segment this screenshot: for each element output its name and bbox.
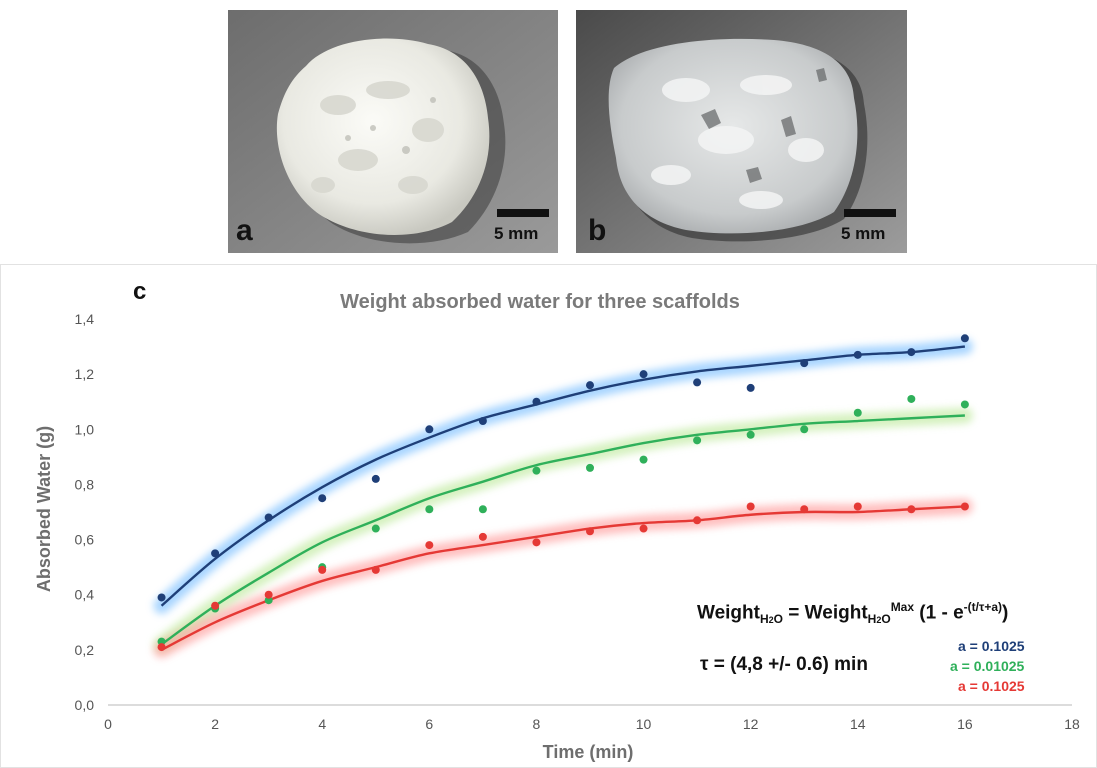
chart-panel-c: 0 2 4 6 8 10 12 14 16 18 0,0 0,2 0,4 0,6 0,8 1,0 1,2 1,4 … (0, 264, 1097, 768)
y-tick-label: 1,4 (75, 311, 95, 327)
scaffold-photo-a (228, 10, 558, 253)
data-point-2 (264, 590, 273, 599)
param-a-red: a = 0.1025 (958, 678, 1025, 694)
data-point-2 (907, 505, 916, 514)
scale-label-a: 5 mm (494, 224, 539, 243)
data-point-2 (693, 516, 702, 525)
data-point-2 (371, 565, 380, 574)
data-point-0 (532, 397, 541, 406)
data-point-1 (639, 455, 648, 464)
data-point-0 (211, 549, 220, 558)
data-point-0 (639, 370, 648, 379)
equation-lhs: Weight (697, 602, 760, 624)
x-tick-label: 14 (850, 716, 866, 732)
data-point-0 (425, 425, 434, 434)
data-point-1 (960, 400, 969, 409)
data-point-1 (478, 505, 487, 514)
panel-label-c: c (133, 278, 147, 305)
data-point-2 (639, 524, 648, 533)
data-point-0 (157, 593, 166, 602)
data-point-0 (960, 334, 969, 343)
data-point-0 (800, 359, 809, 368)
data-point-2 (318, 565, 327, 574)
data-point-0 (907, 348, 916, 357)
x-tick-label: 6 (425, 716, 433, 732)
absorbed-water-chart: 0 2 4 6 8 10 12 14 16 180,00,20,40,60,81,01,21,4 … (0, 264, 1097, 768)
data-point-2 (800, 505, 809, 514)
data-point-2 (478, 532, 487, 541)
x-tick-label: 8 (533, 716, 541, 732)
data-point-1 (371, 524, 380, 533)
scale-bar-a (497, 209, 549, 217)
data-point-1 (800, 425, 809, 434)
data-point-2 (157, 643, 166, 652)
data-point-2 (425, 541, 434, 550)
data-point-2 (532, 538, 541, 547)
y-tick-label: 1,2 (75, 366, 95, 382)
data-point-0 (746, 383, 755, 392)
scale-label-b: 5 mm (841, 224, 886, 243)
data-point-1 (693, 436, 702, 445)
data-point-2 (746, 502, 755, 511)
equation-max: Max (890, 600, 915, 614)
data-point-0 (478, 417, 487, 426)
data-point-2 (586, 527, 594, 536)
scale-bar-b (844, 209, 896, 217)
x-tick-label: 0 (104, 716, 112, 732)
y-tick-label: 0,0 (75, 697, 95, 713)
photo-panel-b (576, 10, 907, 253)
data-point-2 (211, 601, 220, 610)
panel-label-a: a (236, 214, 253, 247)
scaffold-photo-b (576, 10, 907, 253)
y-tick-label: 0,2 (75, 642, 95, 658)
data-point-0 (693, 378, 702, 387)
x-tick-label: 2 (211, 716, 219, 732)
data-point-1 (746, 430, 755, 439)
data-point-2 (853, 502, 862, 511)
y-tick-label: 0,6 (75, 532, 95, 548)
y-tick-label: 1,0 (75, 421, 95, 437)
x-axis-label: Time (min) (543, 742, 634, 762)
data-point-1 (586, 463, 594, 472)
fit-curve-1 (160, 414, 965, 646)
data-point-0 (264, 513, 273, 522)
x-tick-label: 18 (1064, 716, 1080, 732)
tau-value: τ = (4,8 +/- 0.6) min (700, 654, 868, 675)
photo-panel-a (228, 10, 558, 253)
data-point-1 (157, 637, 166, 646)
data-point-1 (264, 596, 273, 605)
equation-rhs: = Weight (783, 602, 868, 624)
data-point-0 (853, 350, 862, 359)
x-tick-label: 4 (318, 716, 326, 732)
data-point-1 (532, 466, 541, 475)
chart-title: Weight absorbed water for three scaffold… (340, 291, 740, 313)
y-tick-label: 0,4 (75, 587, 95, 603)
panel-label-b: b (588, 214, 607, 247)
y-axis-label: Absorbed Water (g) (34, 426, 54, 592)
data-point-0 (586, 381, 594, 390)
fit-curve-2 (161, 505, 965, 651)
data-point-1 (853, 408, 862, 417)
x-tick-label: 12 (743, 716, 759, 732)
data-point-0 (371, 474, 380, 483)
equation-exponent: -(t/τ+a) (963, 600, 1003, 614)
data-point-0 (318, 494, 327, 503)
y-tick-label: 0,8 (75, 476, 95, 492)
fit-curve-0 (160, 345, 966, 607)
param-a-blue: a = 0.1025 (958, 638, 1025, 654)
fit-equation: WeightH2O = WeightH2OMax (1 - e-(t/τ+a)) (697, 600, 1009, 627)
data-point-2 (960, 502, 969, 511)
x-tick-label: 16 (957, 716, 973, 732)
data-point-1 (425, 505, 434, 514)
param-a-green: a = 0.01025 (950, 658, 1025, 674)
x-tick-label: 10 (636, 716, 652, 732)
data-point-1 (907, 394, 916, 403)
